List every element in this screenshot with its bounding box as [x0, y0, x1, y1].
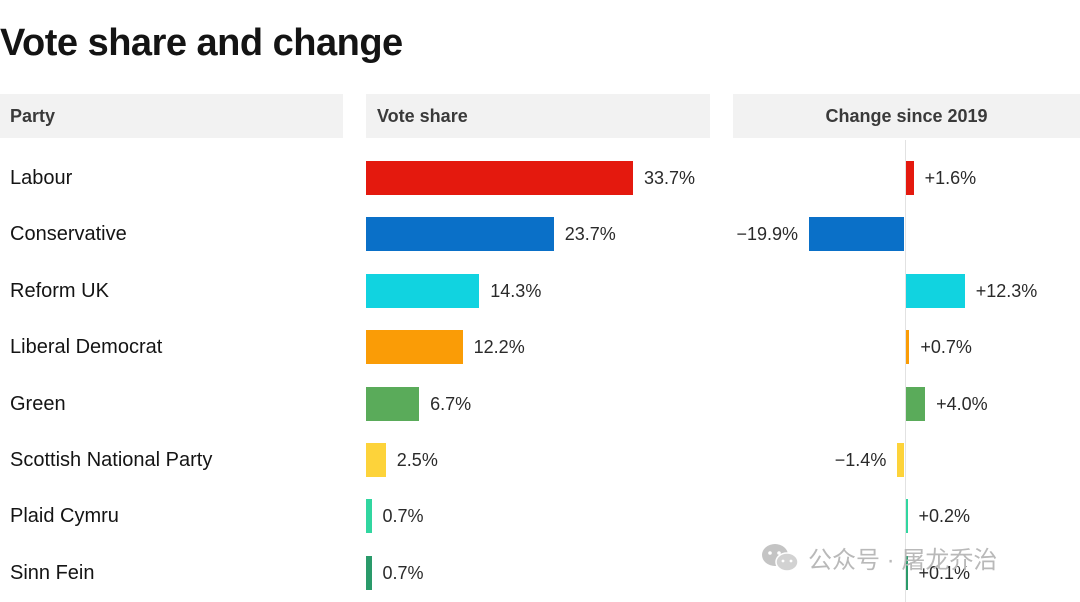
party-label: Plaid Cymru	[10, 505, 119, 527]
change-label: +0.1%	[918, 563, 971, 583]
change-label: +0.7%	[920, 337, 972, 357]
vote-share-label: 23.7%	[564, 224, 616, 244]
vote-share-bar	[366, 161, 633, 195]
vote-share-label: 6.7%	[430, 394, 472, 414]
party-label: Sinn Fein	[10, 562, 95, 584]
change-label: +4.0%	[936, 394, 988, 414]
change-bar	[906, 161, 914, 195]
vote-share-bar	[366, 443, 386, 477]
vote-share-label: 33.7%	[644, 168, 696, 188]
change-bar	[897, 443, 904, 477]
party-label: Scottish National Party	[10, 449, 213, 471]
change-label: +12.3%	[975, 281, 1038, 301]
vote-share-bar	[366, 274, 480, 308]
party-label: Labour	[10, 167, 73, 189]
party-label: Green	[10, 393, 66, 415]
vote-share-bar	[366, 387, 420, 421]
vote-share-column-header: Vote share	[366, 94, 710, 138]
vote-share-label: 2.5%	[396, 450, 438, 470]
change-column-header: Change since 2019	[733, 94, 1080, 138]
watermark: 公众号 · 屠龙乔治	[760, 540, 997, 575]
vote-share-bar	[366, 217, 554, 251]
party-label: Reform UK	[10, 280, 109, 302]
vote-share-label: 0.7%	[382, 506, 424, 526]
vote-share-bar	[366, 499, 372, 533]
change-bar	[906, 330, 910, 364]
party-column-header: Party	[0, 94, 343, 138]
watermark-text: 公众号 · 屠龙乔治	[808, 547, 998, 574]
party-label: Liberal Democrat	[10, 336, 163, 358]
vote-share-label: 0.7%	[382, 563, 424, 583]
change-label: +0.2%	[918, 506, 971, 526]
vote-share-label: 12.2%	[473, 337, 525, 357]
vote-share-bar	[366, 556, 372, 590]
change-label: +1.6%	[924, 168, 977, 188]
change-label: −19.9%	[736, 224, 798, 244]
wechat-icon	[762, 543, 799, 572]
vote-share-bar	[366, 330, 463, 364]
change-zero-axis	[905, 140, 906, 602]
change-bar	[906, 556, 908, 590]
change-label: −1.4%	[834, 450, 887, 470]
change-bar	[906, 499, 908, 533]
change-bar	[906, 274, 965, 308]
party-label: Conservative	[10, 223, 127, 245]
change-bar	[809, 217, 904, 251]
chart-title: Vote share and change	[0, 22, 403, 64]
vote-share-label: 14.3%	[490, 281, 542, 301]
change-bar	[906, 387, 926, 421]
